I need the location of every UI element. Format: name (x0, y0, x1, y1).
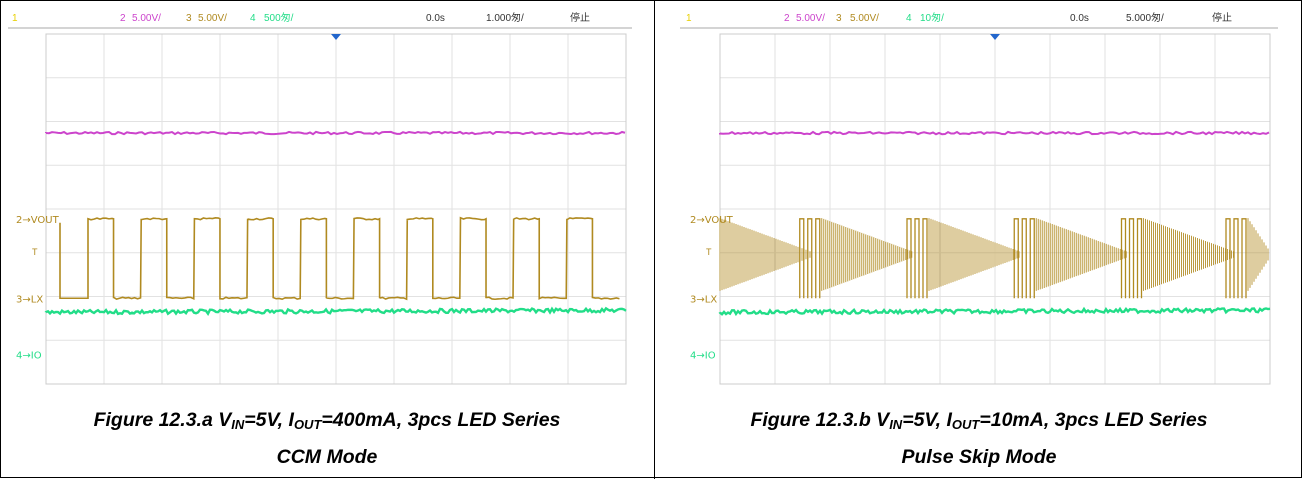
oscilloscope-plot-b: 1 2 5.00V/ 3 5.00V/ 4 10匆/ 0.0s 5.000匆/ … (680, 11, 1278, 385)
ch3-burst (1225, 218, 1247, 299)
ch3-burst (1120, 218, 1143, 299)
ch3-ringing (1143, 218, 1234, 291)
ch2-indicator: 2 (784, 13, 790, 24)
ch4-indicator: 4 (250, 13, 256, 24)
ch2-indicator: 2 (120, 13, 126, 24)
trigger-level-label: T (32, 247, 38, 257)
figure-caption-a-line2: CCM Mode (276, 446, 378, 468)
caption-a-mid: =5V, I (244, 409, 294, 431)
ch4-scale: 500匆/ (264, 12, 294, 24)
trigger-marker (331, 34, 341, 40)
caption-b-suffix: =10mA, 3pcs LED Series (979, 409, 1208, 431)
ch3-scale: 5.00V/ (198, 13, 227, 24)
trigger-marker (990, 34, 1000, 40)
trigger-position: 0.0s (1070, 13, 1089, 24)
figure-caption-a-line1: Figure 12.3.a VIN=5V, IOUT=400mA, 3pcs L… (0, 409, 654, 432)
lx-label: 3→LX (690, 294, 717, 305)
ch1-indicator: 1 (686, 13, 692, 24)
run-status: 停止 (570, 11, 590, 24)
lx-label: 3→LX (16, 294, 43, 305)
figure-panel-a: 1 2 5.00V/ 3 5.00V/ 4 500匆/ 0.0s 1.000匆/… (0, 6, 654, 468)
ch4-trace (44, 306, 627, 316)
timebase: 5.000匆/ (1126, 12, 1164, 24)
caption-a-suffix: =400mA, 3pcs LED Series (321, 409, 561, 431)
ch3-indicator: 3 (836, 13, 842, 24)
caption-a-iout-sub: OUT (293, 417, 322, 432)
caption-b-prefix: Figure 12.3.b V (750, 409, 890, 431)
io-label: 4→IO (16, 350, 42, 361)
ch3-scale: 5.00V/ (850, 13, 879, 24)
ch3-ringing (1247, 218, 1269, 291)
column-divider (654, 0, 655, 479)
timebase: 1.000匆/ (486, 12, 524, 24)
ch3-burst (799, 218, 821, 299)
ch3-indicator: 3 (186, 13, 192, 24)
ch1-indicator: 1 (12, 13, 18, 24)
trigger-level-label: T (706, 247, 712, 257)
ch2-scale: 5.00V/ (132, 13, 161, 24)
caption-b-iout-sub: OUT (951, 417, 980, 432)
ch4-scale: 10匆/ (920, 12, 944, 24)
ch3-ringing (1035, 218, 1127, 291)
ch4-indicator: 4 (906, 13, 912, 24)
ch3-ringing (719, 218, 811, 291)
ch3-ringing (928, 218, 1020, 291)
ch4-trace (718, 306, 1271, 317)
ch2-scale: 5.00V/ (796, 13, 825, 24)
figure-panel-b: 1 2 5.00V/ 3 5.00V/ 4 10匆/ 0.0s 5.000匆/ … (655, 0, 1303, 479)
io-label: 4→IO (690, 350, 716, 361)
caption-b-vin-sub: IN (889, 417, 903, 432)
oscilloscope-screen-a: 1 2 5.00V/ 3 5.00V/ 4 500匆/ 0.0s 1.000匆/… (8, 6, 632, 392)
oscilloscope-screen-b: 1 2 5.00V/ 3 5.00V/ 4 10匆/ 0.0s 5.000匆/ … (680, 6, 1278, 392)
oscilloscope-plot-a: 1 2 5.00V/ 3 5.00V/ 4 500匆/ 0.0s 1.000匆/… (8, 11, 632, 385)
caption-a-vin-sub: IN (231, 417, 245, 432)
ch3-ringing (821, 218, 913, 291)
ch3-burst (1013, 218, 1035, 299)
ch3-trace (59, 216, 620, 301)
vout-label: 2→VOUT (16, 215, 60, 226)
run-status: 停止 (1212, 11, 1232, 24)
caption-b-mid: =5V, I (902, 409, 952, 431)
ch2-trace (45, 130, 626, 136)
trigger-position: 0.0s (426, 13, 445, 24)
ch2-trace (719, 130, 1270, 136)
caption-a-prefix: Figure 12.3.a V (93, 409, 232, 431)
figure-caption-b-line1: Figure 12.3.b VIN=5V, IOUT=10mA, 3pcs LE… (655, 409, 1303, 432)
figure-caption-b-line2: Pulse Skip Mode (901, 446, 1057, 468)
vout-label: 2→VOUT (690, 215, 734, 226)
ch3-burst (906, 218, 928, 299)
